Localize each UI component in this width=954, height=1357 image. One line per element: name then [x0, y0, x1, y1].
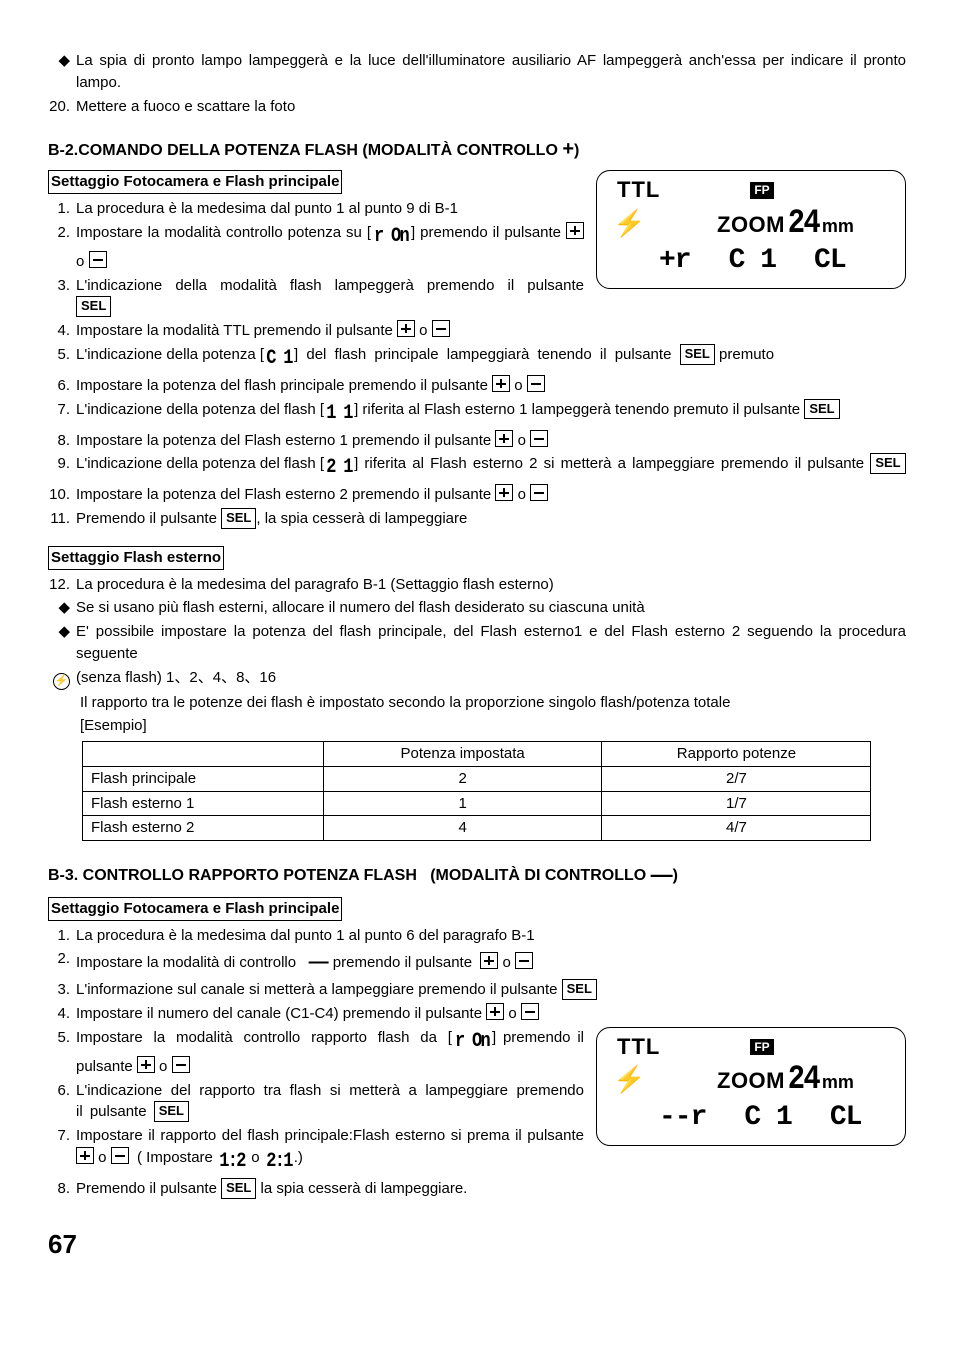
- lcd-mode: --r: [659, 1101, 706, 1135]
- b2-d2: E' possibile impostare la potenza del fl…: [76, 621, 906, 665]
- minus-button[interactable]: [111, 1147, 129, 1164]
- minus-button[interactable]: [172, 1056, 190, 1073]
- plus-button[interactable]: [495, 484, 513, 501]
- plus-button[interactable]: [76, 1147, 94, 1164]
- b2-s11: Premendo il pulsante SEL, la spia cesser…: [76, 508, 906, 530]
- lcd-mm: mm: [822, 1072, 854, 1094]
- b2-s6: Impostare la potenza del flash principal…: [76, 375, 906, 397]
- b3-s7: Impostare il rapporto del flash principa…: [76, 1125, 584, 1176]
- b2-s10: Impostare la potenza del Flash esterno 2…: [76, 484, 906, 506]
- b3-sub1: Settaggio Fotocamera e Flash principale: [48, 897, 342, 921]
- lcd-c1: C 1: [729, 244, 776, 278]
- minus-button[interactable]: [515, 952, 533, 969]
- intro-bullet: ◆ La spia di pronto lampo lampeggerà e l…: [48, 50, 906, 94]
- ratio-table: Potenza impostata Rapporto potenze Flash…: [82, 741, 871, 841]
- lcd-zoom-label: ZOOM: [717, 1068, 785, 1094]
- lcd-cl: CL: [830, 1101, 862, 1135]
- plus-button[interactable]: [495, 430, 513, 447]
- lcd-display-2: TTL FP ⚡ ZOOM 24 mm --r C 1 CL: [596, 1027, 906, 1146]
- table-row: Flash principale22/7: [83, 766, 871, 791]
- lcd-ttl: TTL: [617, 177, 660, 203]
- lcd-zoom-label: ZOOM: [717, 212, 785, 238]
- step-number: 20.: [48, 96, 76, 118]
- minus-button[interactable]: [521, 1003, 539, 1020]
- sel-button[interactable]: SEL: [221, 1178, 256, 1199]
- minus-button[interactable]: [527, 375, 545, 392]
- b2-s4: Impostare la modalità TTL premendo il pu…: [76, 320, 906, 342]
- b3-s4: Impostare il numero del canale (C1-C4) p…: [76, 1003, 906, 1025]
- sel-button[interactable]: SEL: [870, 453, 905, 474]
- bolt-icon: ⚡: [609, 1064, 657, 1095]
- table-header: Potenza impostata: [323, 742, 602, 767]
- b3-heading: B-3. CONTROLLO RAPPORTO POTENZA FLASH (M…: [48, 859, 906, 891]
- diamond-icon: ◆: [48, 621, 76, 665]
- plus-button[interactable]: [397, 320, 415, 337]
- b2-d1: Se si usano più flash esterni, allocare …: [76, 597, 906, 619]
- step-20: 20. Mettere a fuoco e scattare la foto: [48, 96, 906, 118]
- b2-sub2: Settaggio Flash esterno: [48, 546, 224, 570]
- plus-button[interactable]: [492, 375, 510, 392]
- sel-button[interactable]: SEL: [680, 344, 715, 365]
- minus-button[interactable]: [530, 484, 548, 501]
- b2-s12: La procedura è la medesima del paragrafo…: [76, 574, 906, 596]
- lcd-zoom-value: 24: [788, 204, 819, 245]
- plus-button[interactable]: [480, 952, 498, 969]
- flash-circle-icon: ⚡: [48, 667, 76, 690]
- b3-s5: Impostare la modalità controllo rapporto…: [76, 1027, 584, 1078]
- lcd-zoom-value: 24: [788, 1060, 819, 1101]
- table-row: Flash esterno 244/7: [83, 816, 871, 841]
- minus-button[interactable]: [530, 430, 548, 447]
- page-number: 67: [48, 1226, 906, 1264]
- b2-s7: L'indicazione della potenza del flash [1…: [76, 399, 906, 428]
- plus-button[interactable]: [137, 1056, 155, 1073]
- lcd-fp-icon: FP: [750, 1039, 773, 1055]
- minus-button[interactable]: [89, 251, 107, 268]
- bolt-icon: ⚡: [609, 208, 657, 239]
- lcd-cl: CL: [814, 244, 846, 278]
- diamond-icon: ◆: [48, 597, 76, 619]
- step-text: Mettere a fuoco e scattare la foto: [76, 96, 906, 118]
- sel-button[interactable]: SEL: [804, 399, 839, 420]
- lcd-display-1: TTL FP ⚡ ZOOM 24 mm +r C 1 CL: [596, 170, 906, 289]
- table-header: Rapporto potenze: [602, 742, 871, 767]
- b2-s2: Impostare la modalità controllo potenza …: [76, 222, 584, 273]
- lcd-mode: +r: [659, 244, 691, 278]
- lcd-fp-icon: FP: [750, 182, 773, 198]
- sel-button[interactable]: SEL: [154, 1101, 189, 1122]
- lcd-ttl: TTL: [617, 1034, 660, 1060]
- b2-sub1: Settaggio Fotocamera e Flash principale: [48, 170, 342, 194]
- minus-button[interactable]: [432, 320, 450, 337]
- sel-button[interactable]: SEL: [221, 508, 256, 529]
- b2-noflash: (senza flash) 1、2、4、8、16: [76, 667, 906, 690]
- b3-s6: L'indicazione del rapporto tra flash si …: [76, 1080, 584, 1124]
- b3-s2: Impostare la modalità di controllo — pre…: [76, 948, 906, 977]
- intro-bullet-text: La spia di pronto lampo lampeggerà e la …: [76, 50, 906, 94]
- b2-s9: L'indicazione della potenza del flash [2…: [76, 453, 906, 482]
- sel-button[interactable]: SEL: [562, 979, 597, 1000]
- diamond-icon: ◆: [48, 50, 76, 94]
- b2-s3: L'indicazione della modalità flash lampe…: [76, 275, 584, 319]
- plus-button[interactable]: [566, 222, 584, 239]
- b3-s8: Premendo il pulsante SEL la spia cesserà…: [76, 1178, 906, 1200]
- table-row: Flash esterno 111/7: [83, 791, 871, 816]
- ratio-note: Il rapporto tra le potenze dei flash è i…: [48, 692, 906, 714]
- example-label: [Esempio]: [48, 715, 906, 737]
- b2-s8: Impostare la potenza del Flash esterno 1…: [76, 430, 906, 452]
- lcd-c1: C 1: [744, 1101, 791, 1135]
- table-header: [83, 742, 324, 767]
- lcd-mm: mm: [822, 216, 854, 238]
- b2-heading: B-2.COMANDO DELLA POTENZA FLASH (MODALIT…: [48, 135, 906, 164]
- b2-s5: L'indicazione della potenza [C 1] del fl…: [76, 344, 906, 373]
- b3-s1: La procedura è la medesima dal punto 1 a…: [76, 925, 906, 947]
- b2-s1: La procedura è la medesima dal punto 1 a…: [76, 198, 584, 220]
- plus-button[interactable]: [486, 1003, 504, 1020]
- b3-s3: L'informazione sul canale si metterà a l…: [76, 979, 906, 1001]
- sel-button[interactable]: SEL: [76, 296, 111, 317]
